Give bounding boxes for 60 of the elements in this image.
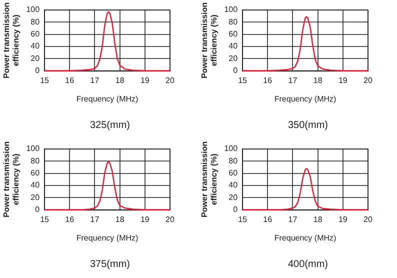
x-tick-label: 16 — [263, 214, 273, 224]
x-axis-title: Frequency (MHz) — [76, 233, 138, 242]
y-axis-title: Power transmission efficiency (%) — [200, 141, 219, 218]
text: 325(mm) — [88, 120, 131, 131]
x-tick-label: 17 — [288, 214, 298, 224]
y-tick-label: 20 — [30, 54, 40, 63]
y-tick-label: 80 — [228, 17, 238, 26]
x-tick-label: 20 — [166, 76, 175, 85]
y-tick-label: 60 — [228, 30, 238, 39]
y-tick-label: 100 — [26, 5, 40, 14]
x-tick-label: 17 — [90, 76, 100, 85]
x-tick-label: 19 — [140, 214, 150, 224]
y-tick-label: 20 — [30, 192, 40, 202]
x-tick-label: 17 — [288, 76, 298, 85]
x-tick-label: 19 — [338, 214, 348, 224]
y-tick-label: 0 — [233, 205, 238, 214]
y-tick-label: 100 — [26, 144, 40, 154]
x-tick-label: 20 — [166, 214, 175, 224]
y-tick-label: 60 — [30, 30, 40, 39]
y-tick-label: 20 — [228, 192, 238, 202]
x-tick-label: 17 — [90, 214, 100, 224]
y-axis-title: Power transmission efficiency (%) — [2, 2, 21, 78]
y-tick-label: 40 — [228, 42, 238, 51]
x-tick-label: 18 — [115, 214, 125, 224]
y-tick-label: 80 — [30, 156, 40, 166]
x-tick-label: 20 — [364, 214, 373, 224]
y-tick-label: 0 — [233, 66, 238, 76]
x-tick-label: 15 — [238, 214, 248, 224]
y-tick-label: 100 — [224, 5, 238, 14]
y-tick-label: 40 — [228, 180, 238, 190]
x-tick-label: 19 — [140, 76, 150, 85]
y-tick-label: 20 — [228, 54, 238, 63]
y-tick-label: 100 — [224, 144, 238, 154]
y-tick-label: 40 — [30, 42, 40, 51]
y-tick-label: 60 — [228, 168, 238, 178]
y-tick-label: 80 — [30, 17, 40, 26]
y-tick-label: 80 — [228, 156, 238, 166]
x-tick-label: 15 — [40, 76, 50, 85]
x-tick-label: 20 — [364, 76, 373, 85]
x-tick-label: 18 — [313, 214, 323, 224]
x-axis-title: Frequency (MHz) — [274, 233, 336, 242]
x-tick-label: 18 — [115, 76, 125, 85]
x-axis-title: Frequency (MHz) — [274, 94, 336, 104]
x-tick-label: 18 — [313, 76, 323, 85]
y-tick-label: 40 — [30, 180, 40, 190]
text: 400(mm) — [286, 259, 329, 270]
y-axis-title: Power transmission efficiency (%) — [200, 2, 219, 78]
x-tick-label: 15 — [40, 214, 50, 224]
x-tick-label: 15 — [238, 76, 248, 85]
x-axis-title: Frequency (MHz) — [76, 94, 138, 104]
x-tick-label: 19 — [338, 76, 348, 85]
y-tick-label: 0 — [35, 66, 40, 76]
y-tick-label: 60 — [30, 168, 40, 178]
text: 375(mm) — [88, 259, 131, 270]
y-axis-title: Power transmission efficiency (%) — [2, 141, 21, 218]
y-tick-label: 0 — [35, 205, 40, 214]
x-tick-label: 16 — [65, 214, 75, 224]
text: 350(mm) — [286, 120, 329, 131]
x-tick-label: 16 — [65, 76, 75, 85]
x-tick-label: 16 — [263, 76, 273, 85]
